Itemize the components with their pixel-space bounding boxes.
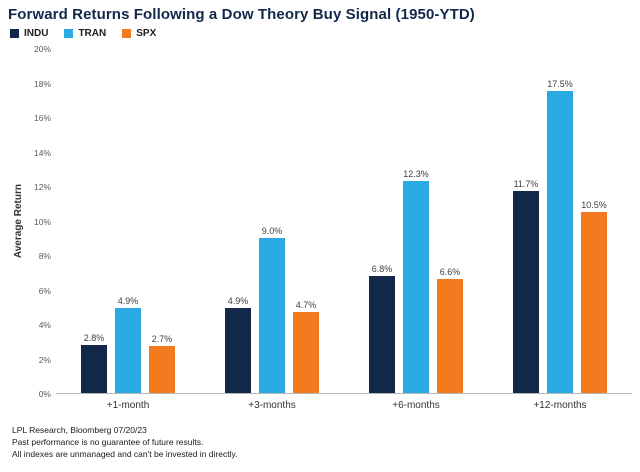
bar-group: 2.8% 4.9% 2.7% [56, 49, 200, 393]
bar-group: 4.9% 9.0% 4.7% [200, 49, 344, 393]
source-note: LPL Research, Bloomberg 07/20/23 [12, 425, 147, 435]
bar-indu [513, 191, 539, 393]
y-tick-label: 10% [33, 216, 51, 227]
bar-value-label: 4.9% [227, 296, 249, 307]
x-category-label: +12-months [533, 400, 587, 411]
y-tick-label: 4% [38, 320, 51, 330]
bar-spx [437, 279, 463, 393]
bar-value-label: 10.5% [581, 199, 607, 210]
chart-title: Forward Returns Following a Dow Theory B… [8, 6, 475, 23]
legend: INDU TRAN SPX [10, 28, 632, 39]
y-tick-label: 18% [33, 78, 51, 89]
chart-page: Forward Returns Following a Dow Theory B… [8, 6, 632, 461]
bar-wrap: 4.9% [115, 296, 141, 393]
footer: LPL Research, Bloomberg 07/20/23 Past pe… [12, 425, 632, 461]
y-tick-label: 0% [38, 389, 51, 399]
plot-area: 2.8% 4.9% 2.7% 4.9% 9.0% 4.7% 6.8% 12.3% 6.6% 11.… [56, 49, 632, 394]
bar-tran [115, 308, 141, 393]
bar-wrap: 4.9% [225, 296, 251, 393]
bar-tran [547, 91, 573, 393]
bar-tran [259, 237, 285, 393]
bar-value-label: 6.8% [371, 263, 393, 274]
bar-spx [149, 346, 175, 393]
disclaimer-line-2: All indexes are unmanaged and can't be i… [12, 448, 238, 459]
legend-label: SPX [136, 28, 157, 39]
y-tick-label: 16% [33, 113, 51, 123]
bar-indu [81, 344, 107, 393]
bar-wrap: 6.6% [437, 267, 463, 393]
bar-indu [369, 275, 395, 393]
bar-wrap: 6.8% [369, 264, 395, 393]
bar-value-label: 2.8% [83, 332, 105, 343]
bar-spx [293, 311, 319, 393]
disclaimer-line-1: Past performance is no guarantee of futu… [12, 436, 204, 447]
legend-swatch [64, 29, 74, 38]
bar-value-label: 9.0% [261, 225, 283, 236]
x-category-label: +3-months [248, 400, 296, 411]
y-axis-title: Average Return [12, 184, 24, 259]
bar-wrap: 10.5% [581, 200, 607, 393]
bar-indu [225, 308, 251, 393]
category-labels: +1-month +3-months +6-months +12-months [56, 394, 632, 411]
bar-value-label: 4.9% [117, 296, 139, 307]
bar-wrap: 12.3% [403, 169, 429, 393]
legend-swatch [122, 29, 132, 38]
bar-value-label: 4.7% [295, 299, 317, 310]
y-tick-label: 12% [33, 182, 51, 192]
bar-wrap: 2.7% [149, 334, 175, 393]
bar-group: 11.7% 17.5% 10.5% [488, 49, 632, 393]
y-tick-label: 20% [33, 44, 51, 54]
y-tick-label: 14% [33, 147, 51, 158]
legend-item-tran: TRAN [64, 28, 106, 39]
bar-wrap: 9.0% [259, 226, 285, 393]
y-tick-label: 8% [38, 251, 51, 261]
legend-label: INDU [24, 28, 49, 39]
bar-wrap: 17.5% [547, 79, 573, 393]
bar-group: 6.8% 12.3% 6.6% [344, 49, 488, 393]
bar-tran [403, 180, 429, 393]
legend-item-spx: SPX [122, 28, 156, 39]
bar-value-label: 2.7% [151, 334, 173, 345]
y-axis: 0% 2% 4% 6% 8% 10% 12% 14% 16% 18% 20% [26, 44, 56, 399]
bar-wrap: 2.8% [81, 333, 107, 393]
bar-wrap: 4.7% [293, 300, 319, 393]
x-category-label: +1-month [106, 400, 150, 411]
legend-item-indu: INDU [10, 28, 48, 39]
bar-value-label: 17.5% [547, 79, 573, 90]
bar-wrap: 11.7% [513, 179, 539, 393]
x-category-label: +6-months [392, 400, 440, 411]
legend-swatch [10, 29, 19, 38]
bar-spx [581, 211, 607, 393]
y-tick-label: 6% [38, 285, 51, 296]
bar-value-label: 6.6% [439, 267, 461, 278]
chart-area: Average Return 0% 2% 4% 6% 8% 10% 12% 14% 16% 18%… [10, 44, 632, 411]
legend-label: TRAN [78, 28, 107, 39]
bar-value-label: 12.3% [403, 168, 429, 179]
bar-value-label: 11.7% [513, 179, 539, 190]
y-tick-label: 2% [38, 354, 51, 365]
